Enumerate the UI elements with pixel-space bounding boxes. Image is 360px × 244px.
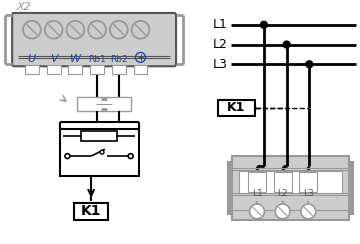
Text: L2: L2 xyxy=(213,38,228,51)
Bar xyxy=(232,156,349,220)
Circle shape xyxy=(261,21,267,28)
Text: V: V xyxy=(50,54,58,64)
Text: L3: L3 xyxy=(303,189,314,198)
Bar xyxy=(274,172,292,192)
Circle shape xyxy=(249,204,265,219)
Bar xyxy=(77,97,131,111)
Bar xyxy=(59,130,139,176)
Bar xyxy=(75,203,108,220)
Circle shape xyxy=(306,61,313,68)
Circle shape xyxy=(100,150,104,154)
Text: K1: K1 xyxy=(227,101,246,114)
Circle shape xyxy=(65,154,70,159)
Text: X2: X2 xyxy=(16,2,31,12)
Text: L2: L2 xyxy=(277,189,288,198)
Bar xyxy=(81,132,117,141)
Bar xyxy=(134,65,147,74)
Bar xyxy=(47,65,60,74)
Circle shape xyxy=(132,21,149,39)
Text: W: W xyxy=(70,54,81,64)
Text: Rb1: Rb1 xyxy=(88,55,106,64)
Circle shape xyxy=(23,21,41,39)
Circle shape xyxy=(67,21,84,39)
Text: K1: K1 xyxy=(81,204,102,218)
Circle shape xyxy=(275,204,290,219)
Text: Rb2: Rb2 xyxy=(110,55,127,64)
Text: L3: L3 xyxy=(213,58,228,71)
Circle shape xyxy=(128,154,133,159)
Bar xyxy=(25,65,39,74)
Bar xyxy=(68,65,82,74)
Bar xyxy=(300,172,317,192)
FancyBboxPatch shape xyxy=(12,13,176,66)
Text: U: U xyxy=(28,54,36,64)
Circle shape xyxy=(283,41,290,48)
Circle shape xyxy=(88,21,106,39)
Bar xyxy=(248,172,266,192)
Circle shape xyxy=(301,204,316,219)
Text: L1: L1 xyxy=(213,18,228,31)
Circle shape xyxy=(45,21,63,39)
Circle shape xyxy=(110,21,128,39)
Bar xyxy=(217,100,255,116)
Text: L1: L1 xyxy=(252,189,262,198)
Bar xyxy=(239,171,342,193)
Bar xyxy=(112,65,126,74)
Bar xyxy=(90,65,104,74)
